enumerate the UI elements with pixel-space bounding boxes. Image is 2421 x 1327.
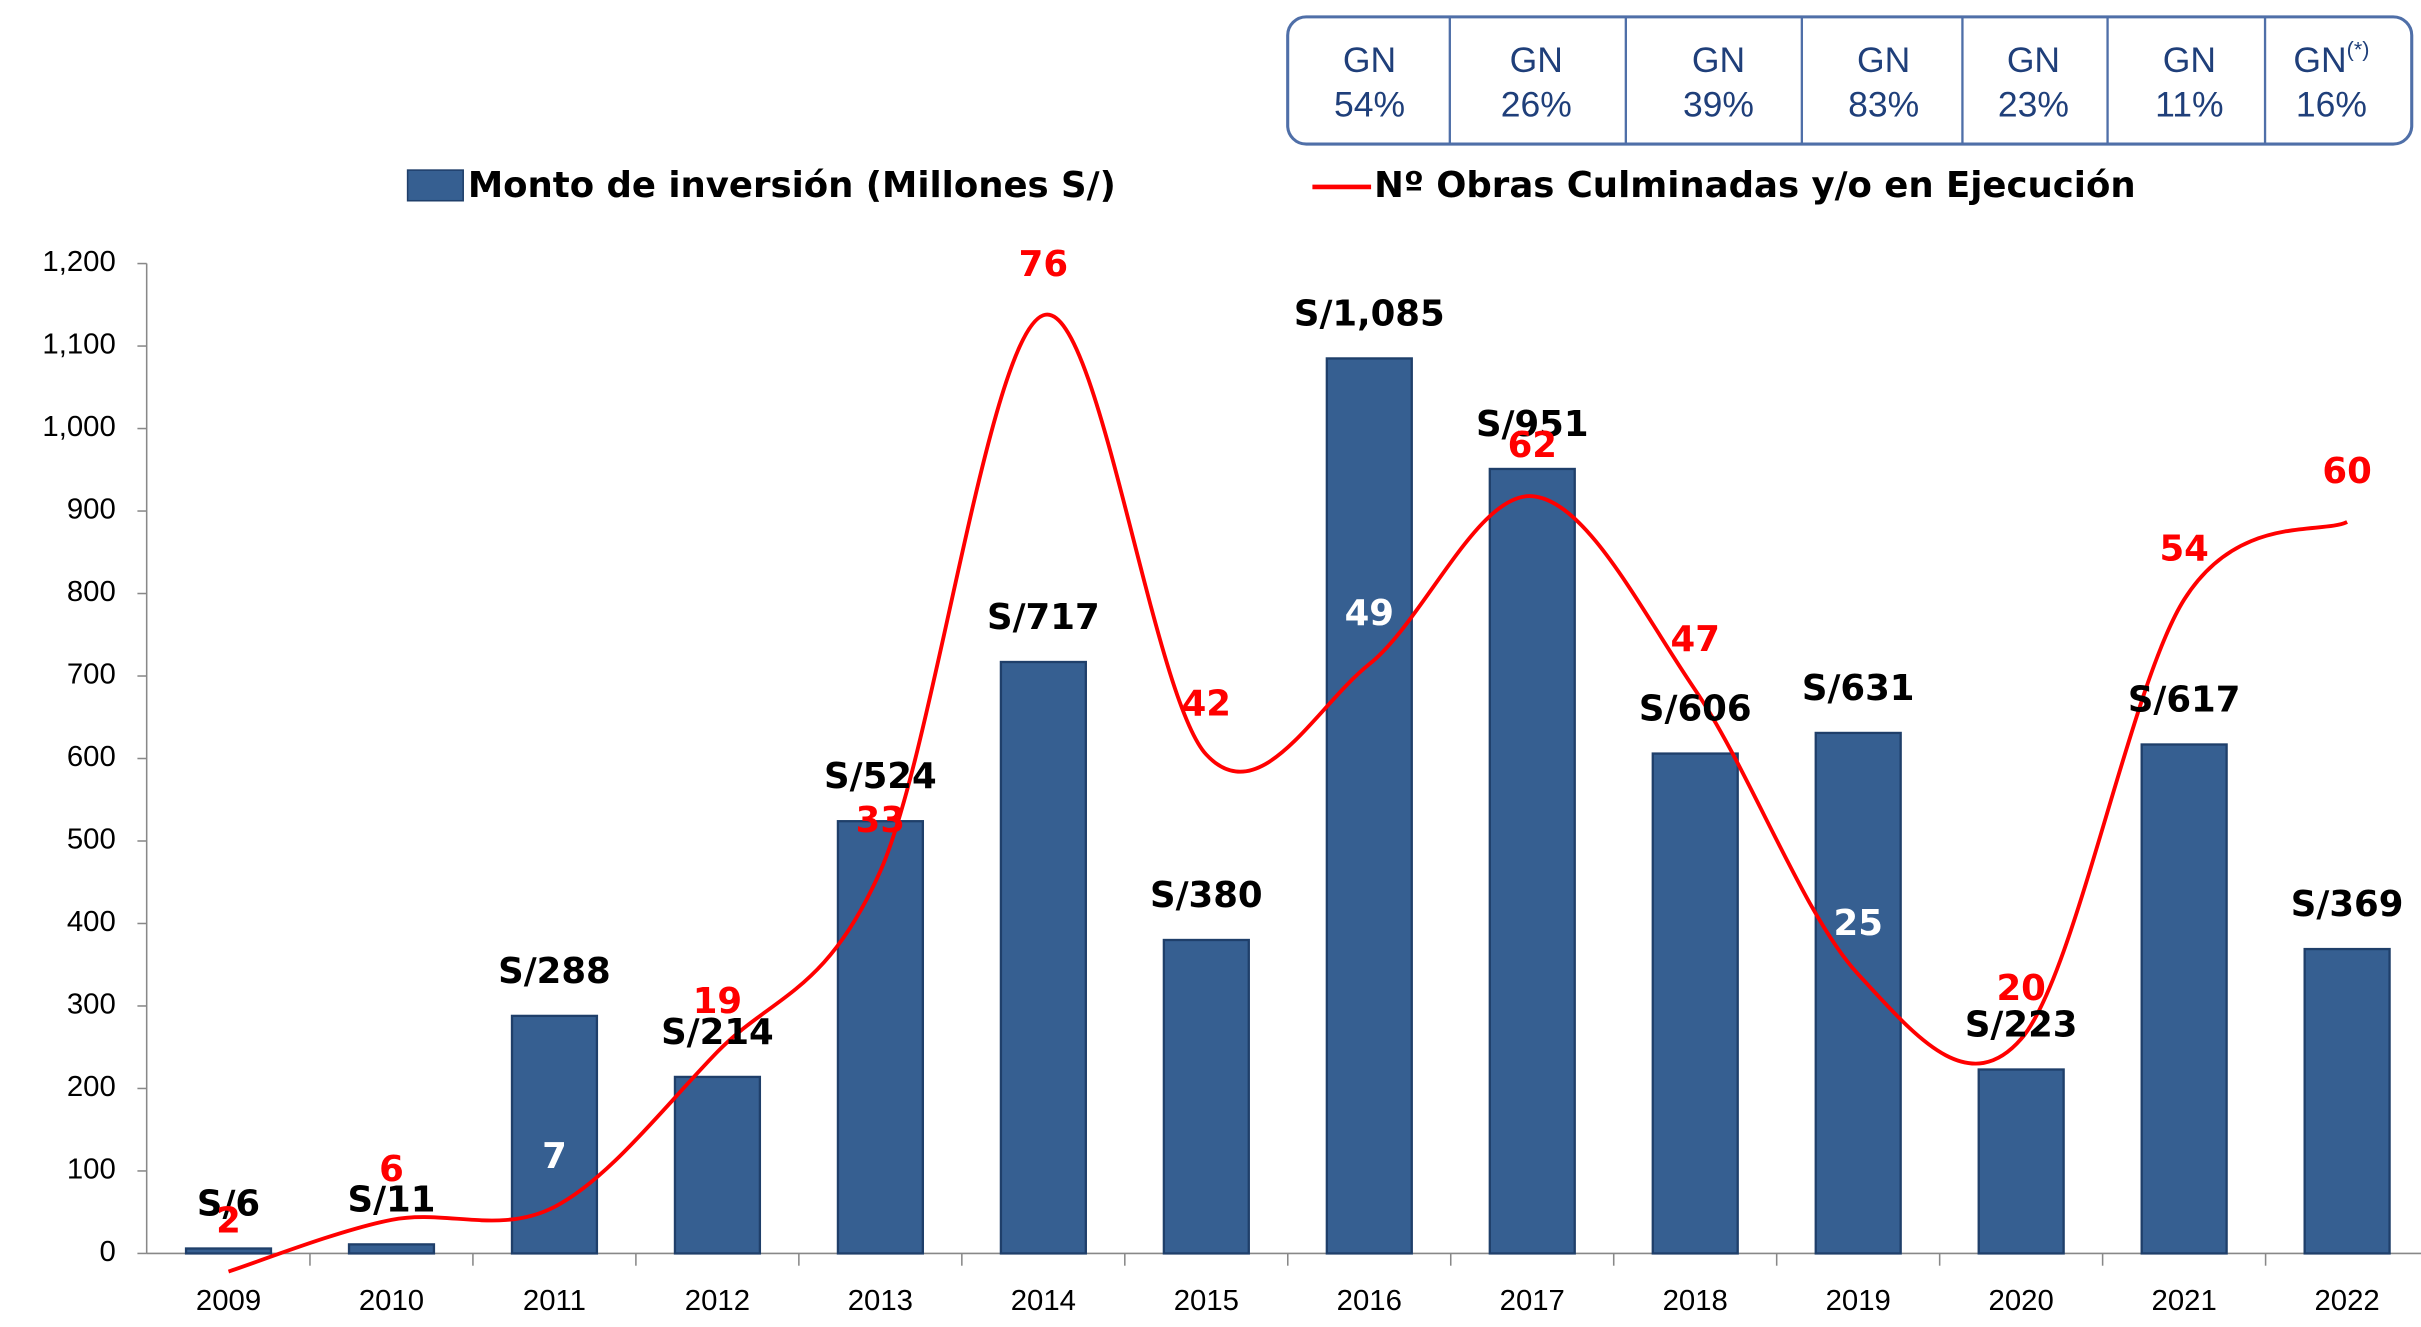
gn-label: GN <box>1510 41 1563 80</box>
line-value-label: 7 <box>542 1136 567 1177</box>
bar-value-label: S/717 <box>987 597 1100 638</box>
line-value-label: 42 <box>1182 684 1231 725</box>
gn-pct: 83% <box>1848 86 1919 125</box>
y-tick-label: 300 <box>67 989 116 1021</box>
y-tick-label: 700 <box>67 659 116 691</box>
x-tick-label: 2010 <box>359 1285 424 1317</box>
bar-value-label: S/631 <box>1802 668 1915 709</box>
x-tick-label: 2021 <box>2152 1285 2217 1317</box>
bar <box>1488 467 1576 1255</box>
line-value-label: 49 <box>1345 593 1394 634</box>
bar <box>1977 1068 2065 1255</box>
line-value-label: 2 <box>216 1201 241 1242</box>
y-tick-label: 1,100 <box>42 329 115 361</box>
x-tick-label: 2011 <box>523 1285 586 1317</box>
y-tick-label: 0 <box>99 1236 115 1268</box>
line-value-label: 25 <box>1834 903 1883 944</box>
bar <box>1651 752 1739 1255</box>
bar <box>2140 743 2228 1255</box>
legend-swatch <box>406 169 464 202</box>
bar <box>1814 731 1902 1255</box>
y-tick-label: 1,200 <box>42 246 115 278</box>
x-tick-label: 2009 <box>196 1285 261 1317</box>
bar-value-label: S/11 <box>348 1180 436 1221</box>
line-value-label: 47 <box>1671 619 1720 660</box>
line-value-label: 60 <box>2322 451 2371 492</box>
gn-label: GN <box>1857 41 1910 80</box>
bar-value-label: S/288 <box>498 951 611 992</box>
bar-value-label: S/214 <box>661 1012 774 1053</box>
x-tick-label: 2013 <box>848 1285 913 1317</box>
legend-label: Monto de inversión (Millones S/) <box>468 165 1116 206</box>
bar <box>510 1014 599 1255</box>
bar-value-label: S/606 <box>1639 689 1752 730</box>
gn-pct: 26% <box>1501 86 1572 125</box>
line-value-label: 6 <box>379 1149 404 1190</box>
gn-pct: 54% <box>1334 86 1405 125</box>
gn-pct: 39% <box>1683 86 1754 125</box>
bar-value-label: S/1,085 <box>1294 294 1445 335</box>
x-tick-label: 2015 <box>1174 1285 1239 1317</box>
bar-value-label: S/223 <box>1965 1005 2078 1046</box>
gn-label: GN(*) <box>2293 37 2369 80</box>
bar <box>673 1075 762 1255</box>
bar-value-label: S/369 <box>2291 884 2404 925</box>
x-tick-label: 2016 <box>1337 1285 1402 1317</box>
gn-label: GN <box>2007 41 2060 80</box>
bar-value-label: S/380 <box>1150 875 1263 916</box>
line-value-label: 33 <box>856 800 905 841</box>
gn-label: GN <box>1692 41 1745 80</box>
bar-value-label: S/951 <box>1476 404 1589 445</box>
line-value-label: 20 <box>1996 968 2045 1009</box>
y-tick-label: 500 <box>67 824 116 856</box>
bar <box>1325 357 1413 1255</box>
bar-value-label: S/617 <box>2128 680 2241 721</box>
x-tick-label: 2018 <box>1663 1285 1728 1317</box>
bar <box>347 1243 436 1255</box>
x-tick-label: 2020 <box>1989 1285 2054 1317</box>
y-tick-label: 400 <box>67 906 116 938</box>
x-tick-label: 2019 <box>1826 1285 1891 1317</box>
line-value-label: 19 <box>693 981 742 1022</box>
gn-sup: (*) <box>2347 37 2370 61</box>
y-tick-label: 800 <box>67 576 116 608</box>
gn-pct: 16% <box>2296 86 2367 125</box>
bar <box>184 1247 273 1255</box>
gn-label: GN <box>1343 41 1396 80</box>
gn-pct: 23% <box>1998 86 2069 125</box>
bar <box>2303 947 2391 1255</box>
bar <box>836 820 925 1255</box>
bar <box>999 660 1087 1255</box>
legend-label: Nº Obras Culminadas y/o en Ejecución <box>1374 165 2135 206</box>
x-tick-label: 2012 <box>685 1285 750 1317</box>
x-tick-label: 2017 <box>1500 1285 1565 1317</box>
x-tick-label: 2022 <box>2314 1285 2379 1317</box>
y-tick-label: 100 <box>67 1154 116 1186</box>
bar-value-label: S/6 <box>197 1184 260 1225</box>
gn-box <box>1286 15 2414 146</box>
gn-pct: 11% <box>2155 86 2223 125</box>
y-tick-label: 600 <box>67 741 116 773</box>
x-tick-label: 2014 <box>1011 1285 1076 1317</box>
gn-label: GN <box>2163 41 2216 80</box>
y-tick-label: 1,000 <box>42 411 115 443</box>
line-value-label: 76 <box>1019 244 1068 285</box>
bar <box>1162 938 1250 1255</box>
line <box>227 313 2348 1274</box>
line-value-label: 54 <box>2159 529 2208 570</box>
line-value-label: 62 <box>1508 425 1557 466</box>
y-tick-label: 900 <box>67 494 116 526</box>
y-tick-label: 200 <box>67 1071 116 1103</box>
bar-value-label: S/524 <box>824 756 937 797</box>
